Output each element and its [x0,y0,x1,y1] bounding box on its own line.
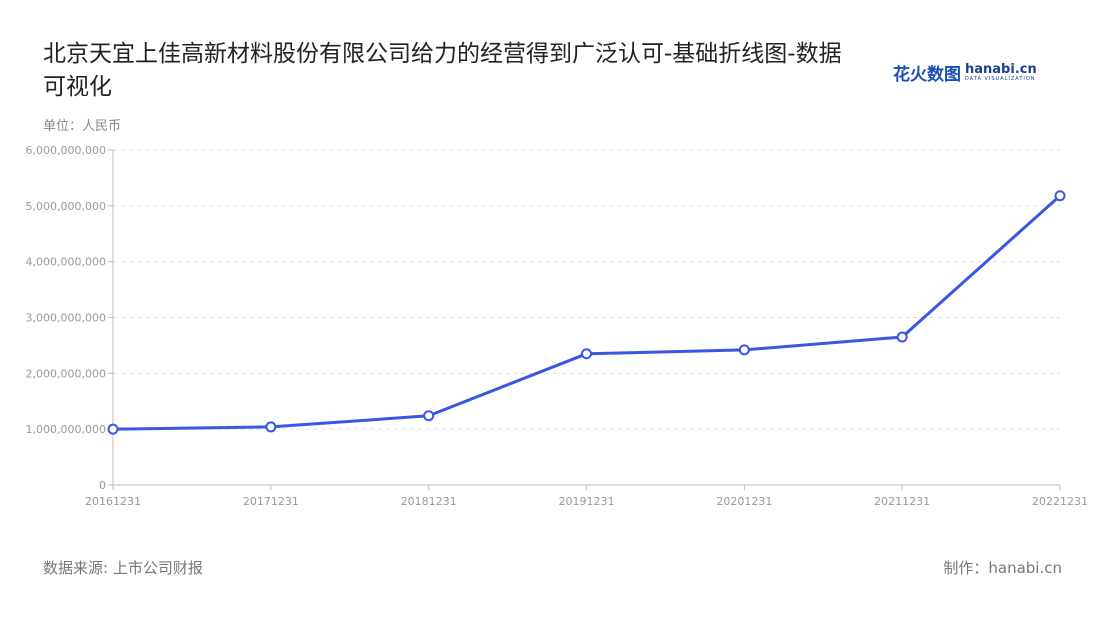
data-point [423,410,435,422]
x-tick-label: 20181231 [401,495,457,508]
data-point [107,423,119,435]
y-tick-label: 1,000,000,000 [26,423,106,436]
hanabi-logo: 花火数图 hanabi.cn DATA VISUALIZATION [893,60,1037,86]
x-tick-label: 20171231 [243,495,299,508]
y-tick-label: 2,000,000,000 [26,367,106,380]
data-point [896,331,908,343]
data-point [1054,190,1066,202]
y-tick-label: 0 [99,479,106,492]
x-tick-label: 20161231 [85,495,141,508]
data-point [265,421,277,433]
logo-en: hanabi.cn [965,61,1037,77]
y-tick-label: 6,000,000,000 [26,144,106,157]
data-source: 数据来源: 上市公司财报 [43,559,203,577]
logo-cn: 花火数图 [893,65,961,85]
y-tick-label: 4,000,000,000 [26,256,106,269]
data-point [738,344,750,356]
x-tick-label: 20191231 [559,495,615,508]
y-axis-label: 单位：人民币 [43,119,122,134]
x-tick-label: 20221231 [1032,495,1088,508]
series-line [112,194,1062,431]
data-point [581,348,592,360]
logo-sub: DATA VISUALIZATION [965,75,1036,82]
y-tick-label: 5,000,000,000 [26,200,106,213]
x-tick-label: 20201231 [716,495,772,508]
maker-credit: 制作：hanabi.cn [943,559,1062,577]
y-tick-label: 3,000,000,000 [26,312,106,325]
x-tick-label: 20211231 [874,495,930,508]
chart-title: 北京天宜上佳高新材料股份有限公司给力的经营得到广泛认可-基础折线图-数据可视化 [43,41,842,100]
